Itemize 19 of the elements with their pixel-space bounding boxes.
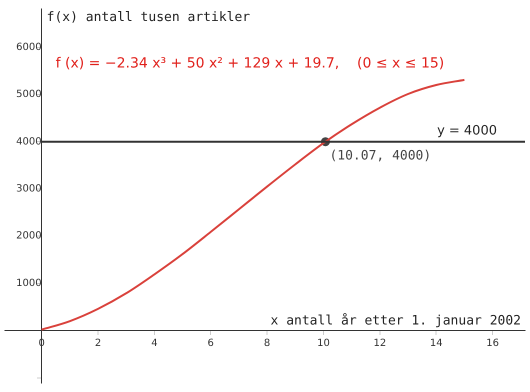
y-tick-label: 3000 [16, 184, 42, 195]
ref-line-label: y = 4000 [437, 124, 497, 139]
annotation: f (x) = −2.34 x³ + 50 x² + 129 x + 19.7, (0 ≤ x ≤ 15) [56, 56, 444, 72]
y-tick-label: 4000 [16, 136, 42, 148]
x-tick-label: 8 [264, 338, 270, 350]
y-tick-label: 2000 [16, 230, 42, 242]
y-tick-label: 5000 [16, 89, 42, 100]
x-tick-label: 14 [430, 338, 443, 350]
x-axis-title: x antall år etter 1. januar 2002 [270, 312, 521, 328]
x-tick-label: 2 [94, 338, 102, 350]
y-tick-label: 6000 [16, 42, 42, 53]
x-tick-label: 6 [208, 338, 214, 350]
x-tick-label: 4 [151, 338, 158, 350]
x-tick-label: 12 [373, 338, 386, 350]
y-axis-title: f(x) antall tusen artikler [46, 10, 250, 25]
x-tick-label: 10 [317, 338, 330, 350]
annotation: (10.07, 4000) [329, 148, 432, 164]
x-tick-label: 16 [486, 338, 499, 350]
y-tick-label: 1000 [16, 278, 42, 289]
